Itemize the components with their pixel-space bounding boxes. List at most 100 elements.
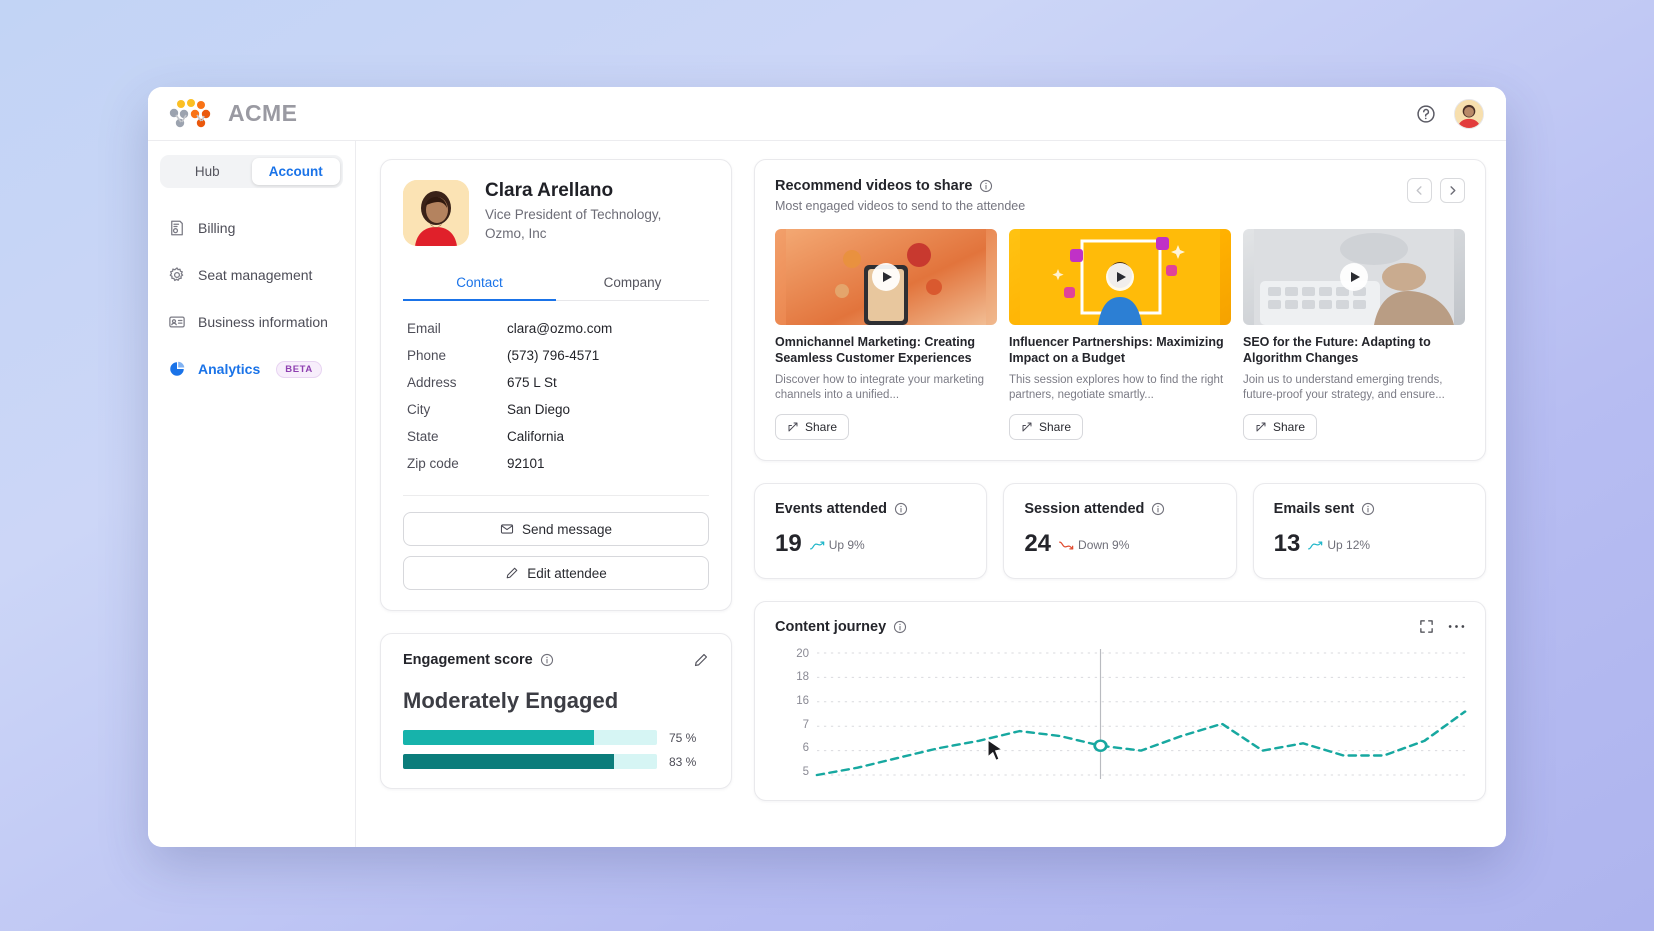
fullscreen-icon[interactable] xyxy=(1419,619,1434,634)
sidebar-item-billing[interactable]: Billing xyxy=(160,210,343,246)
stat-label-row: Events attended xyxy=(775,501,966,517)
user-avatar-icon xyxy=(1455,99,1483,128)
top-bar: ACME xyxy=(148,87,1506,141)
tab-company[interactable]: Company xyxy=(603,275,662,290)
video-item[interactable]: SEO for the Future: Adapting to Algorith… xyxy=(1243,229,1465,440)
chart-svg xyxy=(815,648,1467,779)
sidebar: Hub Account Billing Seat management xyxy=(148,141,356,847)
video-title: SEO for the Future: Adapting to Algorith… xyxy=(1243,335,1431,366)
carousel-prev-button[interactable] xyxy=(1407,178,1432,203)
sidebar-item-label: Analytics xyxy=(198,361,261,377)
play-icon[interactable] xyxy=(872,263,900,291)
field-row-phone: Phone (573) 796-4571 xyxy=(407,342,707,369)
video-thumb-art xyxy=(1254,229,1454,325)
sidebar-segment-hub[interactable]: Hub xyxy=(194,164,220,179)
stat-label-row: Session attended xyxy=(1024,501,1215,517)
trend-up-icon xyxy=(1308,541,1323,550)
info-icon[interactable] xyxy=(894,502,908,516)
stat-value: 13 xyxy=(1273,529,1301,557)
main-content: Clara Arellano Vice President of Technol… xyxy=(356,141,1506,847)
field-value: 92101 xyxy=(507,456,545,471)
send-message-label: Send message xyxy=(521,521,613,537)
tab-contact[interactable]: Contact xyxy=(403,266,556,301)
acme-dots-logo-icon xyxy=(169,98,211,127)
contact-tabs: Contact Company xyxy=(403,266,709,301)
video-item[interactable]: Omnichannel Marketing: Creating Seamless… xyxy=(775,229,997,440)
help-circle-icon[interactable] xyxy=(1416,104,1436,124)
carousel-next-button[interactable] xyxy=(1440,178,1465,203)
info-icon[interactable] xyxy=(1361,502,1375,516)
content-journey-title-row: Content journey xyxy=(775,619,907,635)
video-description: Discover how to integrate your marketing… xyxy=(775,373,985,402)
edit-attendee-button[interactable]: Edit attendee xyxy=(403,556,709,590)
field-row-zip-code: Zip code 92101 xyxy=(407,450,707,477)
play-icon[interactable] xyxy=(1106,263,1134,291)
field-label: Email xyxy=(407,321,441,336)
share-label: Share xyxy=(1039,419,1072,434)
send-message-button[interactable]: Send message xyxy=(403,512,709,546)
engagement-bar-track xyxy=(403,730,657,745)
envelope-icon xyxy=(500,524,514,534)
field-label: Zip code xyxy=(407,456,459,471)
contact-role-line1: Vice President of Technology, xyxy=(485,207,662,222)
stat-trend-text: Up 12% xyxy=(1327,538,1371,553)
field-row-email: Email clara@ozmo.com xyxy=(407,315,707,342)
left-column: Clara Arellano Vice President of Technol… xyxy=(380,159,732,847)
play-icon[interactable] xyxy=(1340,263,1368,291)
stat-card-emails-sent: Emails sent 13 xyxy=(1252,482,1486,579)
share-icon xyxy=(1256,422,1266,432)
sidebar-item-label: Billing xyxy=(198,220,236,236)
field-value: (573) 796-4571 xyxy=(507,348,600,363)
sidebar-item-seat-management[interactable]: Seat management xyxy=(160,257,343,293)
sidebar-item-analytics[interactable]: Analytics BETA xyxy=(160,351,343,387)
sidebar-item-label: Seat management xyxy=(198,267,313,283)
stat-label: Events attended xyxy=(775,500,887,517)
engagement-bar-fill xyxy=(403,754,614,769)
right-column: Recommend videos to share Most engaged v… xyxy=(754,159,1486,847)
info-icon[interactable] xyxy=(893,620,907,634)
share-label: Share xyxy=(805,419,838,434)
share-button[interactable]: Share xyxy=(1243,413,1318,440)
recommend-videos-title: Recommend videos to share xyxy=(775,178,973,194)
engagement-level: Moderately Engaged xyxy=(403,688,619,713)
stat-label: Emails sent xyxy=(1273,500,1355,517)
receipt-icon xyxy=(171,220,183,236)
info-icon[interactable] xyxy=(540,653,554,667)
sidebar-item-business-information[interactable]: Business information xyxy=(160,304,343,340)
video-item[interactable]: Influencer Partnerships: Maximizing Impa… xyxy=(1009,229,1231,440)
sidebar-segment-account[interactable]: Account xyxy=(251,158,340,185)
video-thumbnail[interactable] xyxy=(1009,229,1231,325)
info-icon[interactable] xyxy=(1151,502,1165,516)
pencil-icon xyxy=(506,567,518,579)
brand[interactable]: ACME xyxy=(168,98,297,129)
chart-plot-area xyxy=(815,648,1467,779)
stat-label: Session attended xyxy=(1024,500,1145,517)
share-icon xyxy=(788,422,798,432)
video-description: This session explores how to find the ri… xyxy=(1009,373,1224,402)
video-thumbnail[interactable] xyxy=(775,229,997,325)
hub-account-segmented-control: Hub Account xyxy=(160,155,343,188)
content-journey-chart: 20 18 16 7 6 5 xyxy=(775,647,1467,779)
avatar[interactable] xyxy=(1454,98,1484,129)
video-thumbnail[interactable] xyxy=(1243,229,1465,325)
share-button[interactable]: Share xyxy=(775,413,850,440)
engagement-bar-percent: 83 % xyxy=(669,754,697,769)
beta-badge: BETA xyxy=(276,360,322,378)
pie-chart-icon xyxy=(170,361,185,376)
more-horizontal-icon[interactable] xyxy=(1448,624,1465,629)
field-row-city: City San Diego xyxy=(407,396,707,423)
info-icon[interactable] xyxy=(979,179,993,193)
video-description: Join us to understand emerging trends, f… xyxy=(1243,373,1445,402)
pencil-icon[interactable] xyxy=(693,652,709,668)
field-value: San Diego xyxy=(507,402,571,417)
video-title: Omnichannel Marketing: Creating Seamless… xyxy=(775,335,976,366)
stat-trend: Up 12% xyxy=(1308,538,1370,552)
trend-up-icon xyxy=(809,541,824,550)
share-button[interactable]: Share xyxy=(1009,413,1084,440)
y-tick: 5 xyxy=(802,765,809,778)
sidebar-item-label: Business information xyxy=(198,314,328,330)
y-tick: 20 xyxy=(796,647,809,660)
field-label: City xyxy=(407,402,431,417)
y-tick: 6 xyxy=(802,742,809,755)
contact-name: Clara Arellano xyxy=(485,180,614,201)
